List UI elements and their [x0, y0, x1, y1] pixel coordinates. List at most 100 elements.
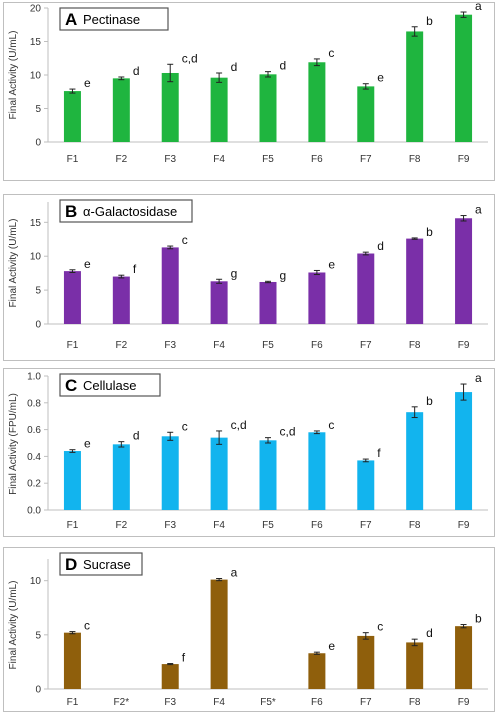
x-tick-label: F8 — [409, 697, 421, 708]
y-tick-label: 0.0 — [27, 506, 41, 517]
bar-f9 — [455, 626, 473, 689]
y-tick-label: 10 — [30, 71, 42, 82]
pectinase-chart: 0 5 10 15 20 Final Activity (U/mL) F1 e F2 d F3 c,d… — [3, 0, 495, 181]
bar-f1 — [63, 451, 81, 510]
significance-letter: c,d — [182, 51, 198, 65]
significance-letter: b — [426, 394, 433, 408]
bar-f6 — [308, 653, 326, 689]
x-tick-label: F9 — [458, 340, 470, 351]
panel-letter: A — [65, 10, 77, 29]
y-tick-label: 0.6 — [27, 425, 41, 436]
x-tick-label: F7 — [360, 520, 372, 531]
bar-f5 — [259, 440, 277, 510]
significance-letter: d — [280, 59, 287, 73]
bar-f2 — [112, 444, 130, 510]
panel-title-box — [59, 552, 143, 576]
panel-title: Cellulase — [83, 378, 136, 393]
y-tick-label: 1.0 — [27, 372, 41, 383]
x-tick-label: F8 — [409, 520, 421, 531]
x-tick-label: F4 — [213, 340, 225, 351]
bar-f6 — [308, 62, 326, 142]
x-tick-label: F2 — [115, 340, 127, 351]
panel-c-cellulase: 0.0 0.2 0.4 0.6 0.8 1.0 Final Activity (FPU/mL… — [0, 366, 498, 538]
x-tick-label: F3 — [164, 520, 176, 531]
x-tick-label: F1 — [67, 520, 79, 531]
x-tick-label: F1 — [67, 697, 79, 708]
panel-d-sucrase: 0 5 10 Final Activity (U/mL) F1 c F2* F3 f F4 a F5*… — [0, 545, 498, 713]
y-tick-label: 0 — [35, 138, 41, 149]
y-axis-label: Final Activity (U/mL) — [8, 581, 19, 670]
significance-letter: c — [182, 419, 188, 433]
significance-letter: f — [182, 651, 186, 665]
y-tick-label: 20 — [30, 4, 42, 15]
bar-f8 — [406, 412, 424, 510]
significance-letter: c,d — [231, 418, 247, 432]
panel-title: Pectinase — [83, 12, 140, 27]
x-tick-label: F5 — [262, 154, 274, 165]
bar-f9 — [455, 14, 473, 143]
x-tick-label: F5* — [260, 697, 276, 708]
bar-f1 — [63, 91, 81, 142]
significance-letter: a — [475, 371, 482, 385]
bar-f4 — [210, 437, 228, 510]
bar-f3 — [161, 664, 179, 689]
panel-title-box — [59, 7, 169, 31]
panel-title: Sucrase — [83, 557, 131, 572]
bar-f5 — [259, 74, 277, 142]
bar-f2 — [112, 276, 130, 324]
bar-f7 — [357, 635, 375, 689]
x-tick-label: F7 — [360, 697, 372, 708]
significance-letter: d — [377, 239, 384, 253]
significance-letter: a — [475, 0, 482, 13]
panel-letter: C — [65, 376, 77, 395]
bar-f3 — [161, 436, 179, 510]
significance-letter: g — [231, 266, 238, 280]
x-tick-label: F6 — [311, 520, 323, 531]
x-tick-label: F2* — [114, 697, 130, 708]
bar-f8 — [406, 642, 424, 689]
significance-letter: e — [328, 639, 335, 653]
significance-letter: b — [426, 14, 433, 28]
x-tick-label: F9 — [458, 520, 470, 531]
x-tick-label: F7 — [360, 154, 372, 165]
x-tick-label: F9 — [458, 154, 470, 165]
bar-f4 — [210, 77, 228, 142]
bar-f4 — [210, 579, 228, 689]
bar-f7 — [357, 253, 375, 324]
x-tick-label: F6 — [311, 340, 323, 351]
x-tick-label: F3 — [164, 340, 176, 351]
x-tick-label: F8 — [409, 340, 421, 351]
panel-b-galactosidase: 0 5 10 15 Final Activity (U/mL) F1 e F2 f F3 c F4 g F… — [0, 190, 498, 362]
significance-letter: d — [426, 626, 433, 640]
significance-letter: f — [133, 262, 137, 276]
bar-f8 — [406, 238, 424, 324]
significance-letter: c — [377, 620, 383, 634]
y-tick-label: 5 — [35, 104, 41, 115]
x-tick-label: F5 — [262, 340, 274, 351]
significance-letter: d — [133, 64, 140, 78]
significance-letter: c — [328, 46, 334, 60]
bar-f3 — [161, 72, 179, 142]
x-tick-label: F3 — [164, 697, 176, 708]
x-tick-label: F2 — [115, 154, 127, 165]
y-tick-label: 0.8 — [27, 398, 41, 409]
significance-letter: e — [377, 71, 384, 85]
significance-letter: b — [426, 225, 433, 239]
x-tick-label: F2 — [115, 520, 127, 531]
y-tick-label: 15 — [30, 37, 42, 48]
bar-f6 — [308, 432, 326, 510]
y-tick-label: 5 — [35, 286, 41, 297]
x-tick-label: F5 — [262, 520, 274, 531]
bar-f1 — [63, 271, 81, 324]
significance-letter: c — [84, 619, 90, 633]
x-tick-label: F9 — [458, 697, 470, 708]
x-tick-label: F1 — [67, 340, 79, 351]
x-tick-label: F7 — [360, 340, 372, 351]
significance-letter: d — [231, 60, 238, 74]
significance-letter: a — [231, 566, 238, 580]
significance-letter: c — [328, 418, 334, 432]
x-tick-label: F4 — [213, 154, 225, 165]
y-tick-label: 5 — [35, 630, 41, 641]
significance-letter: f — [377, 446, 381, 460]
panel-a-pectinase: 0 5 10 15 20 Final Activity (U/mL) F1 e F2 d F3 c,d… — [0, 0, 498, 182]
